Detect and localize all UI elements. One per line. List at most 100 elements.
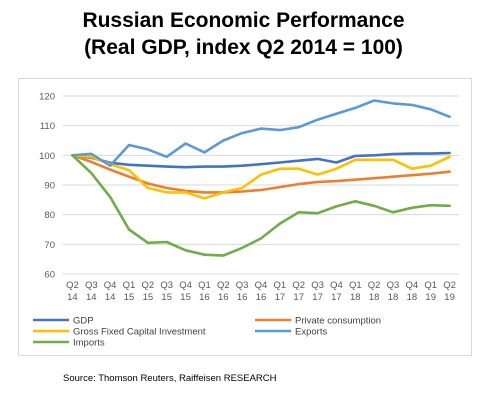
x-tick-label: Q2 bbox=[217, 280, 230, 291]
data-point bbox=[165, 191, 168, 194]
data-point bbox=[392, 153, 394, 155]
data-point bbox=[109, 164, 111, 167]
x-tick-label: Q2 bbox=[292, 280, 305, 291]
data-point bbox=[354, 155, 357, 157]
data-point bbox=[316, 173, 319, 176]
data-point bbox=[411, 174, 413, 177]
data-point bbox=[297, 159, 300, 162]
legend-label: Imports bbox=[73, 338, 105, 349]
data-point bbox=[411, 104, 413, 106]
data-point bbox=[392, 175, 394, 178]
x-tick-label: Q1 bbox=[198, 280, 211, 291]
x-tick-label: 18 bbox=[369, 292, 380, 303]
data-point bbox=[90, 156, 93, 158]
chart-title-line1: Russian Economic Performance bbox=[82, 9, 405, 32]
x-tick-label: 14 bbox=[105, 292, 116, 303]
data-point bbox=[335, 161, 338, 164]
data-point bbox=[297, 211, 300, 214]
data-point bbox=[373, 99, 375, 102]
x-tick-label: Q1 bbox=[349, 280, 362, 291]
data-point bbox=[448, 204, 451, 207]
x-tick-label: Q2 bbox=[368, 280, 381, 291]
data-point bbox=[165, 187, 168, 189]
x-tick-label: Q4 bbox=[406, 280, 419, 291]
x-tick-label: Q1 bbox=[123, 280, 136, 291]
legend-label: Exports bbox=[295, 327, 327, 338]
data-point bbox=[392, 102, 394, 105]
data-point bbox=[184, 191, 187, 194]
data-point bbox=[373, 177, 375, 179]
data-point bbox=[429, 164, 432, 167]
data-point bbox=[260, 163, 262, 166]
data-point bbox=[241, 190, 243, 193]
x-tick-label: Q2 bbox=[142, 280, 155, 291]
data-point bbox=[147, 182, 149, 185]
source-note: Source: Thomson Reuters, Raiffeisen RESE… bbox=[63, 373, 277, 384]
data-point bbox=[354, 178, 357, 181]
x-tick-label: 18 bbox=[388, 292, 399, 303]
y-tick-label: 110 bbox=[40, 121, 55, 132]
y-tick-label: 100 bbox=[39, 151, 55, 162]
data-point bbox=[165, 241, 168, 243]
data-point bbox=[373, 204, 375, 207]
chart-area: 60 70 80 90 100 110 120 Q2 14 Q3 14 Q4 14 Q1 15 Q2 15 Q3 1… bbox=[18, 78, 472, 356]
data-point bbox=[429, 152, 432, 155]
data-point bbox=[241, 187, 243, 189]
data-point bbox=[297, 126, 300, 128]
data-point bbox=[297, 167, 300, 170]
data-point bbox=[109, 196, 111, 198]
data-point bbox=[147, 242, 149, 244]
x-tick-label: Q3 bbox=[387, 280, 400, 291]
data-point bbox=[260, 189, 262, 191]
data-point bbox=[448, 152, 451, 154]
data-point bbox=[335, 113, 338, 115]
data-point bbox=[373, 158, 375, 161]
data-point bbox=[354, 107, 357, 109]
x-tick-label: 16 bbox=[218, 292, 229, 303]
x-tick-label: Q4 bbox=[179, 280, 192, 291]
data-point bbox=[279, 129, 281, 131]
data-point bbox=[222, 191, 225, 194]
x-tick-label: 14 bbox=[67, 292, 78, 303]
data-point bbox=[392, 211, 394, 214]
data-point bbox=[335, 180, 338, 182]
data-point bbox=[448, 156, 451, 158]
line-chart: 60708090100110120Q214Q314Q414Q115Q215Q31… bbox=[33, 92, 459, 349]
x-tick-label: Q3 bbox=[311, 280, 324, 291]
data-point bbox=[128, 164, 130, 166]
data-point bbox=[316, 158, 319, 160]
y-tick-label: 60 bbox=[44, 270, 55, 281]
x-tick-label: 19 bbox=[444, 292, 455, 303]
data-point bbox=[147, 148, 149, 151]
x-tick-label: 17 bbox=[275, 292, 286, 303]
data-point bbox=[429, 108, 432, 111]
data-point bbox=[184, 142, 187, 145]
data-point bbox=[241, 247, 243, 249]
data-point bbox=[165, 165, 168, 168]
x-tick-label: 15 bbox=[124, 292, 135, 303]
data-point bbox=[354, 158, 357, 161]
data-point bbox=[448, 170, 451, 173]
x-tick-label: 15 bbox=[161, 292, 172, 303]
data-point bbox=[128, 144, 130, 146]
x-tick-label: 14 bbox=[86, 292, 97, 303]
chart-title-line2: (Real GDP, index Q2 2014 = 100) bbox=[84, 36, 403, 59]
x-tick-label: Q3 bbox=[236, 280, 249, 291]
data-point bbox=[222, 254, 225, 257]
data-point bbox=[128, 228, 130, 231]
data-point bbox=[316, 118, 319, 121]
y-tick-label: 90 bbox=[44, 181, 55, 192]
y-tick-label: 120 bbox=[39, 92, 55, 103]
data-point bbox=[203, 191, 206, 194]
x-tick-label: Q1 bbox=[424, 280, 437, 291]
x-tick-label: 18 bbox=[350, 292, 361, 303]
legend-label: Gross Fixed Capital Investment bbox=[73, 327, 206, 338]
data-point bbox=[203, 197, 206, 200]
data-point bbox=[335, 205, 338, 208]
data-point bbox=[279, 167, 281, 170]
data-point bbox=[90, 153, 93, 155]
x-tick-label: 16 bbox=[199, 292, 210, 303]
data-point bbox=[279, 161, 281, 164]
x-tick-label: 19 bbox=[425, 292, 436, 303]
y-tick-label: 80 bbox=[44, 210, 55, 221]
